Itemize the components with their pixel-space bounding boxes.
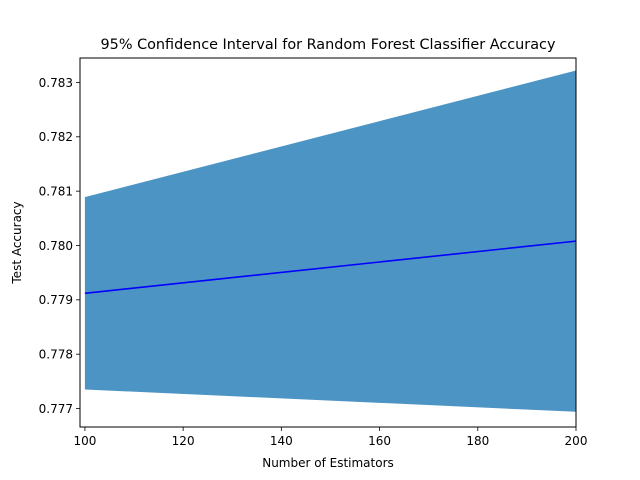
plot-area bbox=[84, 70, 577, 412]
plot-frame bbox=[79, 57, 577, 428]
y-axis-label: Test Accuracy bbox=[10, 201, 24, 284]
x-tick-label: 140 bbox=[270, 434, 293, 448]
x-tick-label: 100 bbox=[73, 434, 96, 448]
y-tick-label: 0.779 bbox=[39, 293, 73, 307]
y-tick-label: 0.778 bbox=[39, 347, 73, 361]
x-tick-label: 160 bbox=[368, 434, 391, 448]
x-tick-label: 200 bbox=[565, 434, 588, 448]
y-tick-label: 0.780 bbox=[39, 239, 73, 253]
y-tick-label: 0.781 bbox=[39, 184, 73, 198]
y-tick-label: 0.777 bbox=[39, 402, 73, 416]
confidence-band bbox=[84, 70, 576, 412]
chart-title: 95% Confidence Interval for Random Fores… bbox=[101, 37, 556, 53]
x-tick-label: 180 bbox=[466, 434, 489, 448]
x-axis: 100 120 140 160 180 200 bbox=[73, 427, 587, 448]
y-tick-label: 0.783 bbox=[39, 76, 73, 90]
y-axis: 0.777 0.778 0.779 0.780 0.781 0.782 0.783 bbox=[39, 76, 80, 416]
mean-accuracy-line bbox=[84, 240, 577, 295]
y-tick-label: 0.782 bbox=[39, 130, 73, 144]
x-axis-label: Number of Estimators bbox=[262, 456, 394, 470]
x-tick-label: 120 bbox=[172, 434, 195, 448]
